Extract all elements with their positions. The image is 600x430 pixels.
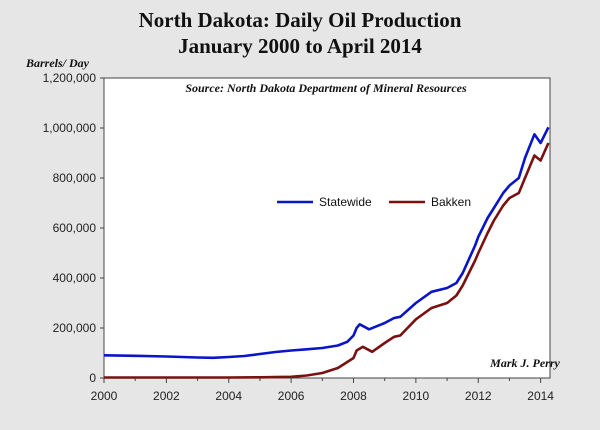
series-line-statewide xyxy=(103,126,550,360)
series-lines xyxy=(103,126,550,379)
y-tick-label: 600,000 xyxy=(53,221,97,235)
y-tick-label: 400,000 xyxy=(53,271,97,285)
y-axis-label: Barrels/ Day xyxy=(26,56,89,70)
author-annotation: Mark J. Perry xyxy=(489,356,560,370)
x-tick-label: 2008 xyxy=(340,389,367,403)
y-tick-label: 1,200,000 xyxy=(43,71,97,85)
y-axis: 0 200,000 400,000 600,000 800,000 1,000,000 1,… xyxy=(43,71,104,385)
chart-subtitle: January 2000 to April 2014 xyxy=(178,34,422,58)
plot-background xyxy=(103,77,551,379)
x-tick-label: 2012 xyxy=(465,389,492,403)
y-tick-label: 200,000 xyxy=(53,321,97,335)
x-tick-label: 2006 xyxy=(278,389,305,403)
x-tick-label: 2000 xyxy=(91,389,118,403)
y-tick-label: 1,000,000 xyxy=(43,121,97,135)
source-note: Source: North Dakota Department of Miner… xyxy=(185,81,467,95)
x-tick-label: 2010 xyxy=(403,389,430,403)
series-line-bakken xyxy=(104,142,550,379)
legend-label-statewide: Statewide xyxy=(319,195,372,209)
x-tick-label: 2004 xyxy=(215,389,242,403)
chart-title: North Dakota: Daily Oil Production xyxy=(138,8,462,32)
x-axis: 2000 2002 2004 2006 2008 2010 2012 2014 xyxy=(91,378,554,403)
x-tick-label: 2014 xyxy=(527,389,554,403)
legend-label-bakken: Bakken xyxy=(431,195,471,209)
legend: Statewide Bakken xyxy=(277,195,471,209)
y-tick-label: 800,000 xyxy=(53,171,97,185)
y-tick-label: 0 xyxy=(89,371,96,385)
x-tick-label: 2002 xyxy=(153,389,180,403)
